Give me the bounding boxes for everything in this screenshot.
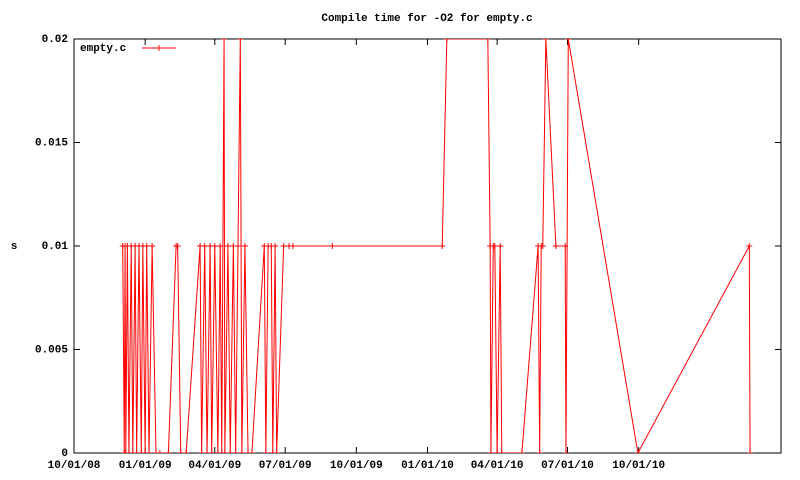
point-marker — [142, 450, 149, 453]
x-tick-label: 07/01/09 — [259, 460, 312, 472]
point-marker — [248, 450, 255, 453]
point-marker — [565, 39, 572, 42]
point-marker — [484, 39, 491, 42]
point-marker — [262, 450, 269, 453]
point-marker — [129, 450, 136, 453]
point-marker — [146, 450, 153, 453]
legend-swatch — [156, 45, 162, 51]
point-marker — [562, 243, 569, 249]
point-marker — [539, 243, 546, 249]
point-marker — [208, 450, 215, 453]
y-tick-label: 0.01 — [42, 241, 69, 253]
point-marker — [272, 243, 279, 249]
point-marker — [439, 243, 446, 249]
point-marker — [125, 450, 132, 453]
point-marker — [133, 450, 140, 453]
point-marker — [177, 450, 184, 453]
point-marker — [443, 39, 450, 42]
point-marker — [152, 450, 159, 453]
legend-label: empty.c — [80, 43, 126, 55]
y-axis-label: s — [11, 241, 18, 253]
point-marker — [214, 450, 221, 453]
point-marker — [221, 450, 228, 453]
y-tick-label: 0.015 — [35, 137, 68, 149]
point-marker — [218, 450, 225, 453]
point-marker — [542, 39, 549, 42]
point-marker — [498, 450, 505, 453]
point-marker — [494, 450, 501, 453]
point-marker — [289, 243, 296, 249]
x-tick-label: 01/01/09 — [119, 460, 172, 472]
point-marker — [497, 243, 504, 249]
point-marker — [238, 450, 245, 453]
y-tick-label: 0 — [61, 448, 68, 460]
point-marker — [329, 243, 336, 249]
point-marker — [227, 450, 234, 453]
point-marker — [143, 243, 150, 249]
point-marker — [232, 450, 239, 453]
point-marker — [122, 450, 129, 453]
point-marker — [518, 450, 525, 453]
point-marker — [217, 243, 224, 249]
x-tick-label: 10/01/08 — [48, 460, 101, 472]
point-marker — [536, 450, 543, 453]
point-marker — [138, 450, 145, 453]
x-tick-label: 07/01/10 — [541, 460, 594, 472]
point-marker — [552, 243, 559, 249]
point-marker — [747, 450, 754, 453]
point-marker — [211, 243, 218, 249]
point-marker — [121, 450, 128, 453]
point-marker — [237, 39, 244, 42]
x-tick-label: 04/01/09 — [188, 460, 241, 472]
point-marker — [273, 450, 280, 453]
point-marker — [165, 450, 172, 453]
point-marker — [746, 243, 753, 249]
x-tick-label: 01/01/10 — [401, 460, 454, 472]
point-marker — [487, 450, 494, 453]
point-marker — [201, 243, 208, 249]
x-tick-label: 04/01/10 — [471, 460, 524, 472]
point-marker — [149, 243, 156, 249]
point-marker — [174, 243, 181, 249]
point-marker — [562, 450, 569, 453]
x-tick-label: 10/01/09 — [330, 460, 383, 472]
point-marker — [234, 243, 241, 249]
point-marker — [204, 450, 211, 453]
point-marker — [221, 39, 228, 42]
x-tick-label: 10/01/10 — [612, 460, 665, 472]
series-line — [122, 39, 751, 453]
point-marker — [241, 243, 248, 249]
point-marker — [245, 450, 252, 453]
point-marker — [280, 243, 287, 249]
point-marker — [491, 243, 498, 249]
point-marker — [183, 450, 190, 453]
point-marker — [224, 243, 231, 249]
plot-area — [119, 39, 754, 453]
point-marker — [634, 450, 641, 453]
point-marker — [269, 450, 276, 453]
chart-title: Compile time for -O2 for empty.c — [321, 13, 532, 25]
point-marker — [156, 450, 163, 453]
point-marker — [198, 450, 205, 453]
y-tick-label: 0.02 — [42, 34, 68, 46]
y-tick-label: 0.005 — [35, 344, 68, 356]
